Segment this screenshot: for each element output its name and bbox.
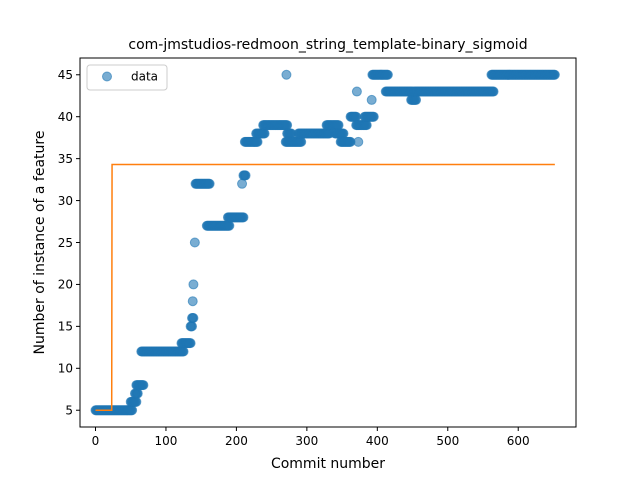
fit-series <box>95 163 555 411</box>
x-tick-label: 0 <box>92 434 100 448</box>
x-tick-label: 500 <box>436 434 459 448</box>
data-point <box>138 380 149 391</box>
y-tick-label: 15 <box>58 320 73 334</box>
data-point <box>240 170 251 181</box>
data-point <box>296 136 307 147</box>
legend: data <box>86 64 168 91</box>
data-point <box>361 120 372 131</box>
data-point <box>282 120 293 131</box>
data-point <box>411 94 422 105</box>
x-axis-label: Commit number <box>271 456 385 472</box>
fit-line <box>95 163 555 411</box>
x-tick-label: 100 <box>155 434 178 448</box>
x-tick-label: 300 <box>295 434 318 448</box>
y-tick-label: 30 <box>58 194 73 208</box>
data-point <box>131 396 142 407</box>
data-point <box>338 128 349 139</box>
y-axis-label: Number of instance of a feature <box>32 131 48 355</box>
chart-title: com-jmstudios-redmoon_string_template-bi… <box>128 37 527 53</box>
y-tick-label: 25 <box>58 236 73 250</box>
data-series <box>90 69 560 416</box>
x-axis: 0 100 200 300 400 500 600 <box>92 427 530 448</box>
y-tick-label: 40 <box>58 110 73 124</box>
legend-marker <box>102 71 112 82</box>
y-tick-label: 10 <box>58 362 73 376</box>
data-point <box>224 220 235 231</box>
x-tick-label: 200 <box>225 434 248 448</box>
data-point <box>204 178 215 189</box>
data-point <box>237 178 248 189</box>
data-point <box>187 296 198 307</box>
data-point <box>178 346 189 357</box>
legend-box <box>86 64 168 91</box>
data-point <box>238 212 249 223</box>
data-point <box>351 111 362 122</box>
y-tick-label: 35 <box>58 152 73 166</box>
y-tick-label: 20 <box>58 278 73 292</box>
data-point <box>368 111 379 122</box>
data-point <box>351 86 362 97</box>
data-point <box>259 128 270 139</box>
legend-label: data <box>131 70 158 84</box>
data-point <box>333 120 344 131</box>
data-point <box>188 312 199 323</box>
data-point <box>189 237 200 248</box>
x-tick-label: 600 <box>507 434 530 448</box>
data-point <box>488 86 499 97</box>
data-point <box>281 69 292 80</box>
data-point <box>366 94 377 105</box>
data-point <box>132 388 143 399</box>
data-point <box>187 321 198 332</box>
y-tick-label: 5 <box>65 404 73 418</box>
data-point <box>188 279 199 290</box>
y-axis: 5 10 15 20 25 30 35 40 45 <box>58 68 80 418</box>
x-tick-label: 400 <box>366 434 389 448</box>
data-point <box>127 405 138 416</box>
y-tick-label: 45 <box>58 68 73 82</box>
data-point <box>185 338 196 349</box>
data-point <box>382 69 393 80</box>
data-point <box>252 136 263 147</box>
data-point <box>353 136 364 147</box>
data-point <box>549 69 560 80</box>
